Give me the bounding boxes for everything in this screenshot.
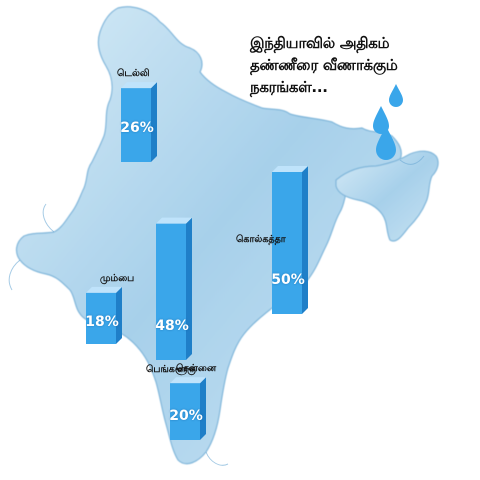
water-drop-icon — [373, 106, 389, 134]
bar-side — [200, 377, 206, 440]
chart-title-line-2: தண்ணீரை வீணாக்கும் — [250, 56, 398, 74]
chart-title-line-3: நகரங்கள்... — [250, 78, 328, 96]
data-label: 50% — [271, 272, 305, 288]
data-label: 18% — [85, 314, 119, 331]
bar-side — [186, 217, 192, 360]
data-label: 20% — [169, 407, 203, 424]
bar — [272, 172, 302, 314]
bar — [170, 383, 200, 440]
category-label: சென்னை — [176, 363, 217, 375]
water-drop-icon — [389, 84, 403, 107]
bar-side — [116, 286, 122, 344]
bar-side — [302, 166, 308, 314]
india-water-map — [8, 6, 439, 466]
bar — [86, 292, 116, 344]
map-splash-edge — [8, 155, 425, 466]
bar — [156, 223, 186, 360]
bar-top — [272, 166, 308, 172]
category-label: மும்பை — [100, 272, 135, 284]
bar-side — [151, 82, 157, 162]
category-label: பெங்களூரு — [146, 364, 196, 375]
map-northeast — [335, 150, 439, 242]
data-label: 48% — [155, 318, 189, 334]
bar-top — [121, 82, 157, 89]
bar-top — [170, 377, 206, 384]
water-drop-icon — [376, 126, 396, 160]
bar-top — [86, 286, 122, 293]
map-mainland — [15, 6, 402, 465]
data-label: 26% — [120, 120, 154, 136]
category-label: கொல்கத்தா — [236, 234, 286, 245]
bar-group — [86, 82, 308, 440]
category-label: டெல்லி — [117, 68, 150, 80]
water-drops — [373, 84, 403, 160]
bar-top — [156, 217, 192, 224]
chart-title-line-1: இந்தியாவில் அதிகம் — [250, 34, 390, 52]
bar — [121, 88, 151, 162]
